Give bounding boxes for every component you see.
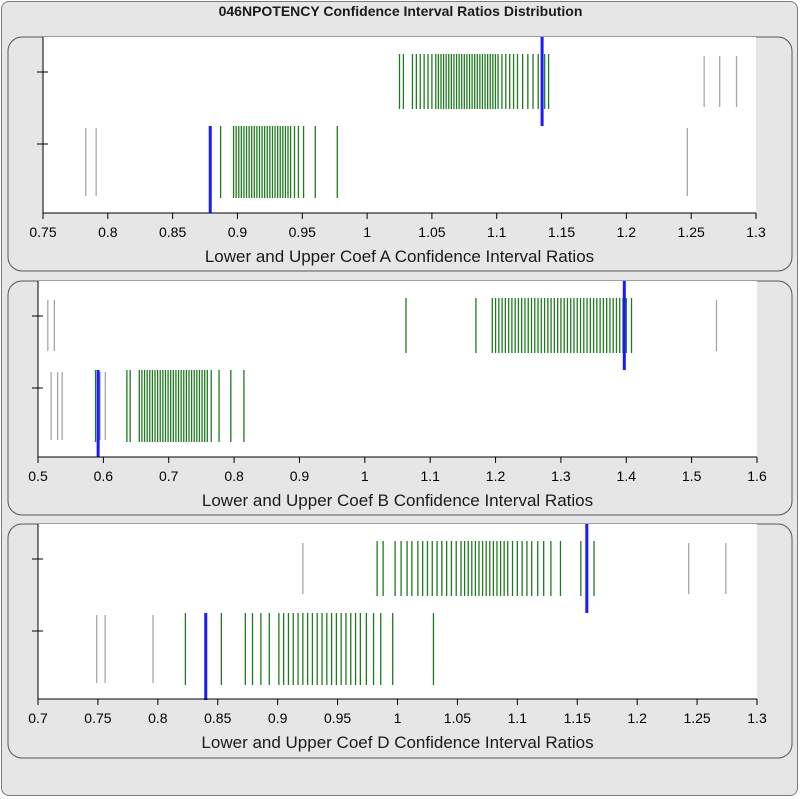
x-tick-label-a-2: 0.85 [159, 224, 186, 240]
x-tick-label-a-10: 1.25 [678, 224, 705, 240]
x-tick-label-b-10: 1.5 [682, 468, 702, 484]
x-tick-label-d-10: 1.2 [627, 710, 647, 726]
x-tick-label-b-1: 0.6 [94, 468, 114, 484]
x-tick-label-b-7: 1.2 [486, 468, 506, 484]
x-tick-label-a-3: 0.9 [228, 224, 248, 240]
x-tick-label-b-8: 1.3 [551, 468, 571, 484]
x-tick-label-a-11: 1.3 [746, 224, 766, 240]
plot-area-d [38, 524, 757, 699]
x-axis-label-d: Lower and Upper Coef D Confidence Interv… [201, 733, 593, 752]
x-tick-label-d-5: 0.95 [324, 710, 351, 726]
x-tick-label-b-6: 1.1 [420, 468, 440, 484]
x-tick-label-b-5: 1 [361, 468, 369, 484]
chart-panel-coef-b: 0.5 0.6 0.7 0.8 0.9 1 1.1 1.2 1.3 1.4 1.5 1.6 Lower … [7, 280, 793, 516]
x-tick-label-a-5: 1 [363, 224, 371, 240]
x-axis-label-a: Lower and Upper Coef A Confidence Interv… [205, 247, 594, 266]
x-tick-label-d-2: 0.8 [148, 710, 168, 726]
x-tick-label-a-1: 0.8 [98, 224, 118, 240]
x-tick-label-d-8: 1.1 [508, 710, 528, 726]
x-tick-label-b-9: 1.4 [617, 468, 637, 484]
x-tick-label-a-7: 1.1 [487, 224, 507, 240]
x-tick-label-a-0: 0.75 [29, 224, 56, 240]
x-tick-label-d-6: 1 [394, 710, 402, 726]
page-title: 046NPOTENCY Confidence Interval Ratios D… [218, 3, 583, 19]
x-tick-label-d-7: 1.05 [444, 710, 471, 726]
x-tick-label-d-4: 0.9 [268, 710, 288, 726]
x-tick-label-d-12: 1.3 [747, 710, 767, 726]
x-tick-label-a-6: 1.05 [418, 224, 445, 240]
chart-panel-coef-a: 0.75 0.8 0.85 0.9 0.95 1 1.05 1.1 1.15 1.2 1.25 1.3… [7, 36, 793, 272]
x-axis-label-b: Lower and Upper Coef B Confidence Interv… [202, 491, 593, 510]
x-tick-label-a-4: 0.95 [289, 224, 316, 240]
x-tick-label-d-11: 1.25 [683, 710, 710, 726]
x-tick-label-b-0: 0.5 [28, 468, 48, 484]
x-tick-label-a-8: 1.15 [548, 224, 575, 240]
x-tick-label-b-4: 0.9 [290, 468, 310, 484]
x-tick-label-d-3: 0.85 [204, 710, 231, 726]
x-tick-label-b-11: 1.6 [747, 468, 767, 484]
x-tick-label-b-3: 0.8 [224, 468, 244, 484]
plot-area-b [38, 281, 757, 457]
x-tick-label-b-2: 0.7 [159, 468, 179, 484]
chart-panel-coef-d: 0.7 0.75 0.8 0.85 0.9 0.95 1 1.05 1.1 1.15 1.2 1.25… [7, 523, 793, 759]
x-tick-label-a-9: 1.2 [617, 224, 637, 240]
x-tick-label-d-0: 0.7 [28, 710, 48, 726]
x-tick-label-d-9: 1.15 [564, 710, 591, 726]
x-tick-label-d-1: 0.75 [84, 710, 111, 726]
